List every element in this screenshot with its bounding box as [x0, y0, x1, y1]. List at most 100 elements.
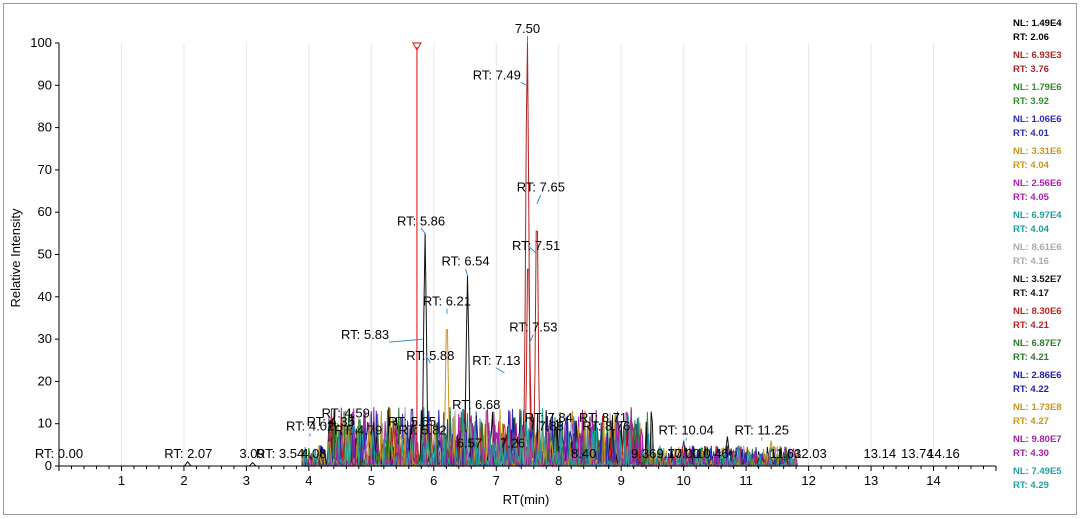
peak-label: RT: 8.71 [579, 410, 627, 425]
legend-rt: RT: 4.17 [1013, 288, 1049, 299]
peak-label: RT: 7.51 [512, 238, 560, 253]
x-tick-label: 4 [305, 473, 312, 488]
legend-rt: RT: 4.04 [1013, 224, 1050, 235]
peak-label: RT: 7.65 [517, 180, 565, 195]
legend-rt: RT: 3.76 [1013, 64, 1049, 75]
peak-label: 13.74 [901, 446, 934, 461]
peak-label: RT: 7.53 [509, 319, 557, 334]
legend-nl: NL: 6.97E4 [1013, 210, 1062, 221]
y-tick-label: 30 [38, 331, 52, 346]
peak-label: 13.14 [864, 446, 897, 461]
peak-label: RT: 6.54 [441, 254, 489, 269]
legend-nl: NL: 1.79E6 [1013, 82, 1062, 93]
peak-label: RT: 6.68 [452, 397, 500, 412]
y-tick-label: 70 [38, 162, 52, 177]
peak-label: RT: 4.79 [334, 423, 382, 438]
peak-label: 14.16 [927, 446, 960, 461]
series-traces [59, 42, 996, 468]
peak-leader [465, 268, 469, 276]
legend-rt: RT: 4.27 [1013, 416, 1049, 427]
legend-rt: RT: 4.29 [1013, 480, 1049, 491]
y-tick-label: 50 [38, 247, 52, 262]
rt-marker [411, 42, 422, 466]
peak-label: 8.40 [571, 446, 596, 461]
x-tick-label: 9 [618, 473, 625, 488]
peak-label: RT: 4.59 [322, 406, 370, 421]
peak-label: RT: 7.84 [525, 410, 573, 425]
peak-label: RT: 7.49 [473, 67, 521, 82]
peak-label: RT: 0.00 [35, 446, 83, 461]
x-tick-label: 8 [555, 473, 562, 488]
grid [120, 43, 935, 466]
x-axis-title: RT(min) [503, 492, 550, 507]
peak-label: RT: 6.21 [423, 294, 471, 309]
peak-leader [528, 334, 534, 344]
peak-leader [389, 338, 424, 343]
legend-rt: RT: 4.30 [1013, 448, 1049, 459]
legend-nl: NL: 8.61E6 [1013, 242, 1062, 253]
legend: NL: 1.49E4 RT: 2.06 NL: 6.93E3 RT: 3.76 NL: … [1013, 18, 1062, 491]
peak-label: RT: 3.54 [256, 446, 304, 461]
peak-label: RT: 5.86 [397, 213, 445, 228]
peak-label: 12.03 [794, 446, 827, 461]
x-tick-label: 10 [676, 473, 690, 488]
peak-label: 4.08 [301, 446, 326, 461]
peak-label: 7.26 [500, 435, 525, 450]
legend-rt: RT: 4.21 [1013, 352, 1050, 363]
legend-rt: RT: 4.22 [1013, 384, 1049, 395]
y-tick-label: 90 [38, 77, 52, 92]
x-tick-label: 14 [926, 473, 940, 488]
peak-label: 10.00 [667, 446, 700, 461]
legend-nl: NL: 2.86E6 [1013, 370, 1062, 381]
peak-label: RT: 2.07 [164, 446, 212, 461]
y-tick-label: 80 [38, 120, 52, 135]
x-tick-label: 11 [739, 473, 753, 488]
legend-nl: NL: 3.31E6 [1013, 146, 1062, 157]
peak-label: RT: 5.82 [398, 423, 446, 438]
legend-nl: NL: 3.52E7 [1013, 274, 1062, 285]
peak-label: 3.09 [239, 446, 264, 461]
x-tick-label: 3 [243, 473, 250, 488]
marker-triangle [411, 42, 422, 52]
legend-rt: RT: 4.01 [1013, 128, 1050, 139]
legend-nl: NL: 8.30E6 [1013, 306, 1062, 317]
y-tick-label: 20 [38, 373, 52, 388]
legend-rt: RT: 4.16 [1013, 256, 1049, 267]
legend-nl: NL: 6.93E3 [1013, 50, 1062, 61]
legend-nl: NL: 6.87E7 [1013, 338, 1062, 349]
peak-label: RT: 11.25 [735, 423, 789, 438]
legend-nl: NL: 1.73E8 [1013, 402, 1062, 413]
series-trace [59, 42, 996, 468]
peak-label: 7.88 [539, 418, 564, 433]
legend-nl: NL: 1.49E4 [1013, 18, 1062, 29]
outer-frame [3, 3, 1077, 515]
legend-nl: NL: 2.56E6 [1013, 178, 1062, 189]
legend-rt: RT: 4.21 [1013, 320, 1050, 331]
peak-label: 10.46 [696, 446, 729, 461]
peak-leader [527, 245, 537, 254]
legend-rt: RT: 4.05 [1013, 192, 1050, 203]
legend-nl: NL: 7.49E5 [1013, 466, 1062, 477]
peak-label: 9.77 [657, 446, 682, 461]
peak-label: 6.57 [457, 435, 482, 450]
peak-label: 11.63 [770, 446, 802, 461]
peak-label: RT: 5.88 [406, 348, 454, 363]
legend-rt: RT: 3.92 [1013, 96, 1049, 107]
legend-rt: RT: 2.06 [1013, 32, 1049, 43]
x-tick-label: 6 [430, 473, 437, 488]
peak-leader [420, 228, 426, 234]
legend-rt: RT: 4.04 [1013, 160, 1050, 171]
legend-nl: NL: 1.06E6 [1013, 114, 1062, 125]
x-tick-label: 13 [864, 473, 878, 488]
y-tick-label: 100 [30, 35, 52, 50]
legend-nl: NL: 9.80E7 [1013, 434, 1062, 445]
peak-leader [536, 194, 542, 204]
peak-label: RT: 4.35 [307, 414, 355, 429]
peak-leader [496, 367, 505, 374]
y-tick-label: 40 [38, 289, 52, 304]
peak-label: 7.50 [515, 21, 540, 36]
y-tick-label: 10 [38, 416, 52, 431]
peak-label: 9.36 [631, 446, 656, 461]
